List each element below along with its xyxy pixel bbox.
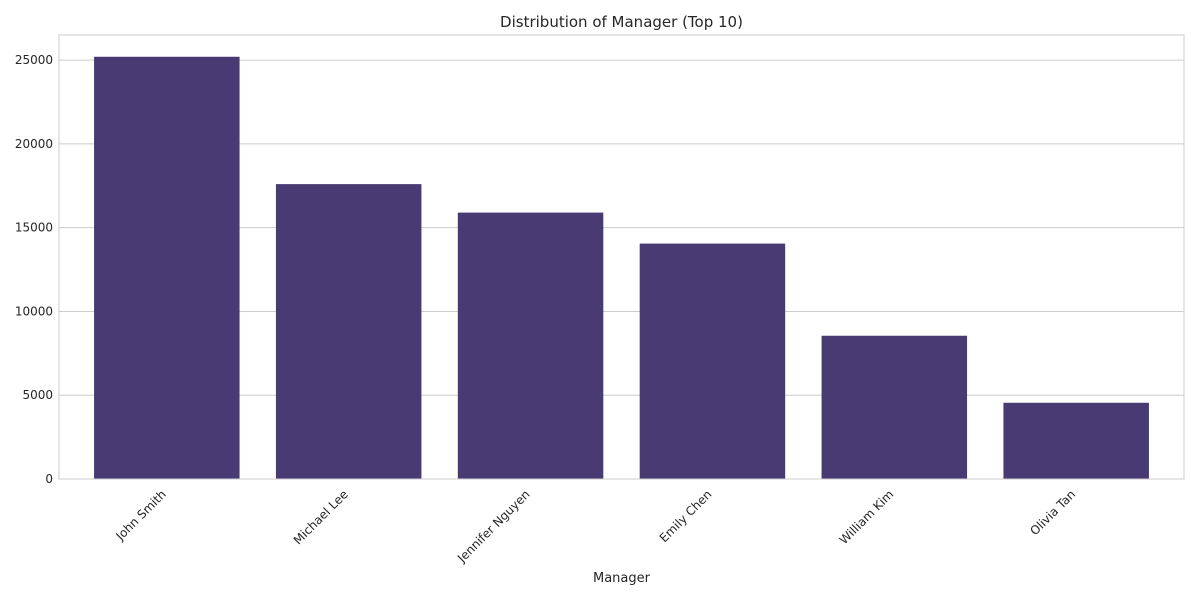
- bar: [94, 56, 240, 480]
- y-axis-ticks: 0 5000 10000 15000 20000 25000: [15, 53, 53, 486]
- bar: [1003, 402, 1149, 479]
- bars: [94, 56, 1149, 480]
- y-tick-label: 15000: [15, 221, 53, 235]
- chart-title: Distribution of Manager (Top 10): [500, 13, 743, 31]
- bar: [275, 184, 422, 479]
- y-tick-label: 25000: [15, 53, 53, 67]
- plot-frame: [58, 34, 1185, 480]
- bar: [457, 212, 604, 479]
- bar: [639, 243, 786, 479]
- y-tick-label: 0: [45, 472, 53, 486]
- bar: [821, 335, 968, 479]
- y-tick-label: 5000: [22, 388, 53, 402]
- y-tick-label: 10000: [15, 304, 53, 318]
- x-axis-label: Manager: [593, 571, 651, 586]
- y-tick-label: 20000: [15, 137, 53, 151]
